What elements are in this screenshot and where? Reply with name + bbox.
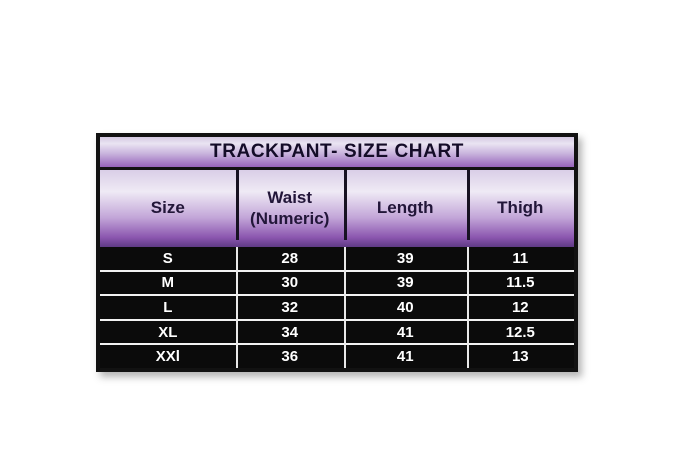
table-row: XL 34 41 12.5 [100,318,574,344]
size-chart-table: TRACKPANT- SIZE CHART Size Waist (Numeri… [96,133,578,372]
cell-length: 39 [396,249,414,267]
table-body: S 28 39 11 M 30 39 11.5 L 32 40 12 XL 34… [100,247,574,368]
cell-thigh: 12 [511,298,529,316]
header-column-divider [343,170,347,240]
header-cell-thigh: Thigh [467,170,574,247]
cell-size: M [161,274,175,292]
header-label-waist-line2: (Numeric) [250,208,330,228]
cell-thigh: 12.5 [505,323,535,341]
cell-size: XL [158,323,178,341]
cell-length: 40 [396,298,414,316]
header-cell-waist: Waist (Numeric) [236,170,344,247]
table-row: L 32 40 12 [100,294,574,319]
body-column-divider [343,247,346,368]
body-column-divider [235,247,238,368]
title-bar: TRACKPANT- SIZE CHART [100,137,574,170]
header-cell-length: Length [344,170,467,247]
cell-thigh: 11 [512,249,529,267]
table-row: M 30 39 11.5 [100,269,574,295]
cell-length: 41 [396,348,414,366]
cell-size: XXl [155,348,180,366]
header-column-divider [235,170,239,240]
header-label-thigh: Thigh [497,198,544,218]
header-label-waist-line1: Waist [267,188,313,208]
cell-waist: 28 [281,249,299,267]
header-label-length: Length [376,198,434,218]
cell-thigh: 13 [511,348,529,366]
header-column-divider [466,170,470,240]
body-column-divider [466,247,469,368]
cell-waist: 32 [281,298,299,316]
cell-length: 41 [396,323,414,341]
cell-waist: 30 [281,274,299,292]
page-title: TRACKPANT- SIZE CHART [210,141,464,162]
cell-waist: 34 [281,323,299,341]
header-cell-size: Size [100,170,236,247]
table-row: XXl 36 41 13 [100,343,574,368]
cell-length: 39 [396,274,414,292]
header-label-size: Size [150,198,185,218]
table-row: S 28 39 11 [100,247,574,270]
cell-thigh: 11.5 [506,274,535,292]
table-header-row: Size Waist (Numeric) Length Thigh [100,170,574,247]
cell-waist: 36 [281,348,299,366]
cell-size: S [162,249,173,267]
cell-size: L [163,298,173,316]
